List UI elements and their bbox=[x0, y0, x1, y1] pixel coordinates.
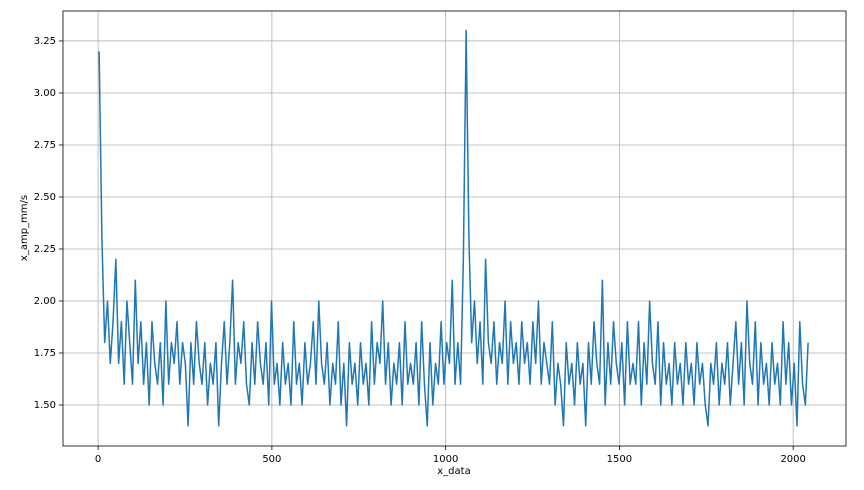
y-tick-label: 3.00 bbox=[34, 88, 56, 99]
x-tick-label: 1500 bbox=[607, 454, 632, 465]
data-line bbox=[98, 29, 809, 427]
y-tick-label: 2.25 bbox=[34, 244, 56, 255]
x-axis-label: x_data bbox=[437, 466, 470, 477]
x-tick-label: 500 bbox=[262, 454, 281, 465]
x-tick-label: 2000 bbox=[780, 454, 805, 465]
y-tick-label: 2.00 bbox=[34, 296, 56, 307]
x-tick-label: 1000 bbox=[433, 454, 458, 465]
y-tick-label: 1.50 bbox=[34, 400, 56, 411]
plot-frame bbox=[62, 10, 847, 447]
y-axis-label: x_amp_mm/s bbox=[19, 195, 30, 261]
y-tick-label: 2.75 bbox=[34, 140, 56, 151]
y-tick-label: 2.50 bbox=[34, 192, 56, 203]
x-tick-label: 0 bbox=[95, 454, 101, 465]
y-tick-label: 1.75 bbox=[34, 348, 56, 359]
y-tick-label: 3.25 bbox=[34, 36, 56, 47]
